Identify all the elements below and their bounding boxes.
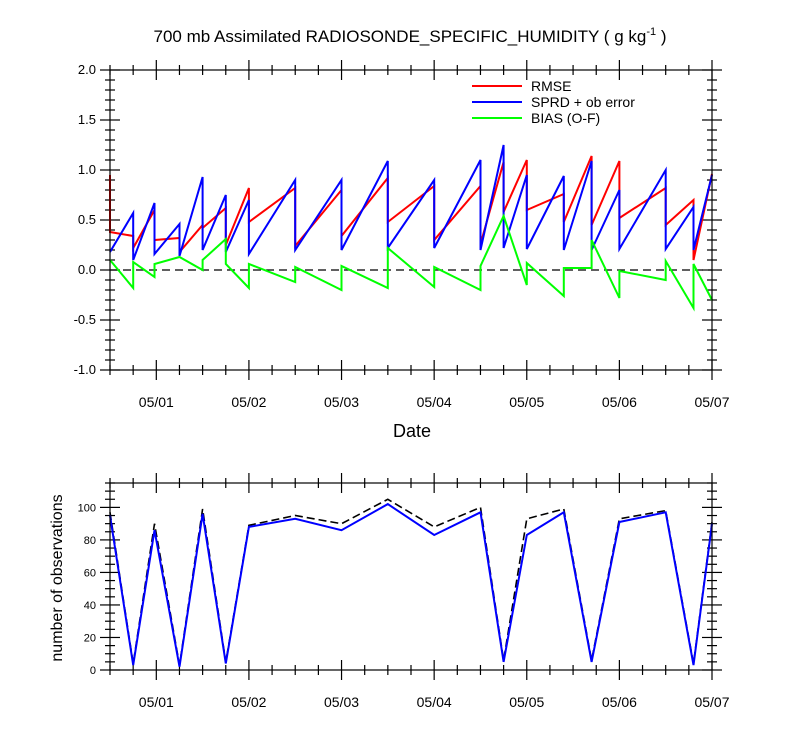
- bottom-tick-labels: 05/01 05/02 05/03 05/04 05/05 05/06 05/07 0 20 40…: [78, 502, 730, 710]
- bottom-series-group: [109, 498, 713, 667]
- x-tick-label: 05/06: [602, 394, 637, 410]
- y-tick-label: 0: [90, 665, 96, 677]
- y-tick-label: 100: [78, 502, 96, 514]
- x-tick-label: 05/07: [694, 394, 729, 410]
- y-tick-label: 0.0: [78, 262, 96, 277]
- bottom-plot-panel: 05/01 05/02 05/03 05/04 05/05 05/06 05/07 0 20 40…: [49, 473, 730, 710]
- x-tick-label: 05/04: [417, 394, 452, 410]
- series-line-possible: [109, 498, 713, 666]
- x-tick-label: 05/01: [139, 394, 174, 410]
- y-tick-label: 1.5: [78, 112, 96, 127]
- top-tick-labels: 05/01 05/02 05/03 05/04 05/05 05/06 05/07 -1.0 -…: [74, 62, 730, 410]
- y-tick-label: 0.5: [78, 212, 96, 227]
- legend-label-rmse: RMSE: [531, 78, 571, 94]
- y-tick-label: 60: [84, 567, 96, 579]
- y-tick-label: 80: [84, 535, 96, 547]
- bottom-plot-frame: [109, 482, 713, 671]
- x-tick-label: 05/01: [139, 694, 174, 710]
- y-tick-label: -1.0: [74, 362, 96, 377]
- x-tick-label: 05/06: [602, 694, 637, 710]
- legend-label-sprd-ob-error: SPRD + ob error: [531, 94, 635, 110]
- x-tick-label: 05/03: [324, 694, 359, 710]
- x-tick-label: 05/02: [231, 694, 266, 710]
- legend-label-bias-o-f: BIAS (O-F): [531, 110, 600, 126]
- x-tick-label: 05/04: [417, 694, 452, 710]
- chart-title: 700 mb Assimilated RADIOSONDE_SPECIFIC_H…: [154, 26, 667, 46]
- y-tick-label: 1.0: [78, 162, 96, 177]
- series-line-used: [109, 502, 713, 667]
- x-tick-label: 05/02: [231, 394, 266, 410]
- x-tick-label: 05/07: [694, 694, 729, 710]
- series-line-sprd-ob-error: [109, 144, 713, 261]
- y-tick-label: 20: [84, 632, 96, 644]
- y-tick-label: -0.5: [74, 312, 96, 327]
- x-tick-label: 05/05: [509, 394, 544, 410]
- series-line-bias-o-f: [109, 213, 713, 312]
- x-tick-label: 05/03: [324, 394, 359, 410]
- y-tick-label: 2.0: [78, 62, 96, 77]
- y-axis-label-observations: number of observations: [49, 494, 66, 661]
- top-series-group: [109, 144, 713, 312]
- top-plot-frame: [109, 69, 713, 371]
- top-plot-panel: 05/01 05/02 05/03 05/04 05/05 05/06 05/07 -1.0 -…: [74, 60, 730, 441]
- y-tick-label: 40: [84, 600, 96, 612]
- x-axis-label: Date: [393, 421, 431, 441]
- x-tick-label: 05/05: [509, 694, 544, 710]
